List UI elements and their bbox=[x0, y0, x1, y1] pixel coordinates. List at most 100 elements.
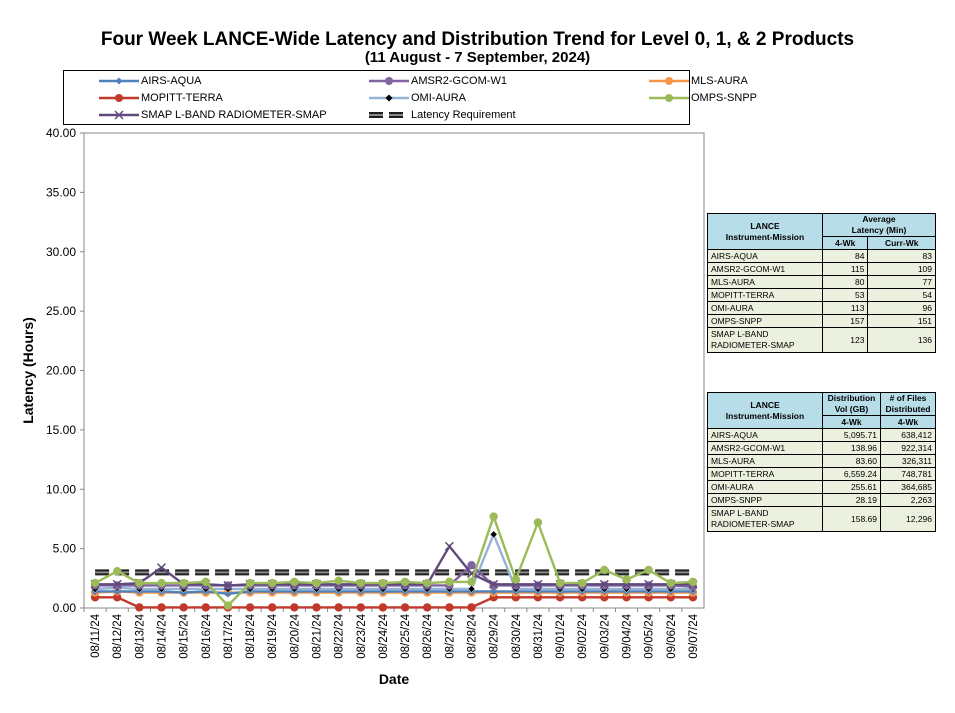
legend-label: Latency Requirement bbox=[411, 109, 516, 121]
data-point bbox=[533, 518, 543, 527]
latency-row-currwk: 54 bbox=[867, 288, 936, 302]
data-point bbox=[90, 578, 100, 588]
data-point bbox=[666, 578, 675, 588]
legend-symbol bbox=[99, 94, 139, 102]
data-point bbox=[533, 579, 543, 589]
distribution-table: LANCE Instrument-Mission Distribution Vo… bbox=[707, 392, 937, 532]
latency-row-currwk: 136 bbox=[867, 327, 936, 353]
data-point bbox=[223, 601, 233, 610]
series-line-smap-l-band-radiometer-smap bbox=[95, 544, 693, 587]
data-point bbox=[334, 603, 343, 612]
latency-row: OMI-AURA 113 96 bbox=[707, 301, 936, 315]
distribution-row: SMAP L-BAND RADIOMETER-SMAP 158.69 12,29… bbox=[707, 506, 937, 532]
x-tick-label: 08/22/24 bbox=[334, 613, 346, 658]
chart-legend: AIRS-AQUA AMSR2-GCOM-W1 MLS-AURA MOPITT-TER… bbox=[63, 70, 757, 125]
data-point bbox=[599, 579, 609, 589]
distribution-row-files: 922,314 bbox=[879, 441, 937, 455]
data-point bbox=[600, 565, 609, 575]
latency-row-currwk: 151 bbox=[867, 314, 936, 328]
data-point bbox=[445, 603, 454, 612]
x-tick-label: 08/17/24 bbox=[223, 613, 235, 658]
data-point bbox=[135, 603, 144, 612]
legend-symbol bbox=[649, 77, 689, 85]
legend-label: MOPITT-TERRA bbox=[141, 92, 223, 104]
legend-symbol bbox=[369, 94, 409, 102]
latency-row: OMPS-SNPP 157 151 bbox=[707, 314, 936, 328]
y-tick-label: 0.00 bbox=[53, 601, 77, 615]
distribution-row-name: MOPITT-TERRA bbox=[707, 467, 823, 481]
series-line-mopitt-terra bbox=[95, 596, 693, 609]
latency-header-average: Average Latency (Min) bbox=[822, 213, 936, 237]
latency-row-4wk: 115 bbox=[821, 262, 869, 276]
data-point bbox=[467, 585, 476, 593]
data-point bbox=[113, 566, 122, 576]
x-tick-label: 08/30/24 bbox=[511, 613, 523, 658]
x-tick-label: 08/19/24 bbox=[267, 613, 279, 658]
data-point bbox=[268, 603, 277, 612]
x-tick-label: 08/14/24 bbox=[157, 613, 169, 658]
distribution-row-volume: 138.96 bbox=[822, 441, 881, 455]
distribution-row-files: 326,311 bbox=[879, 454, 937, 468]
distribution-row-files: 12,296 bbox=[879, 506, 937, 532]
data-point bbox=[245, 603, 255, 612]
data-point bbox=[445, 577, 454, 587]
data-point bbox=[444, 541, 454, 551]
distribution-row-volume: 5,095.71 bbox=[822, 428, 881, 442]
distribution-row-volume: 255.61 bbox=[822, 480, 881, 494]
latency-row-name: OMI-AURA bbox=[707, 301, 823, 315]
data-point bbox=[334, 576, 343, 585]
latency-row: MLS-AURA 80 77 bbox=[707, 275, 936, 289]
x-tick-label: 08/29/24 bbox=[489, 613, 501, 658]
y-tick-label: 20.00 bbox=[46, 364, 76, 378]
distribution-row-volume: 158.69 bbox=[822, 506, 881, 532]
x-tick-label: 08/31/24 bbox=[533, 613, 545, 658]
distribution-row: OMPS-SNPP 28.19 2,263 bbox=[707, 493, 937, 507]
distribution-row-files: 638,412 bbox=[879, 428, 937, 442]
distribution-row-volume: 83.60 bbox=[822, 454, 881, 468]
legend-symbol bbox=[99, 77, 139, 85]
x-tick-label: 08/18/24 bbox=[245, 613, 257, 658]
y-tick-label: 35.00 bbox=[46, 185, 76, 199]
data-point bbox=[511, 575, 520, 584]
distribution-row-files: 364,685 bbox=[879, 480, 937, 494]
latency-row-4wk: 123 bbox=[821, 327, 869, 353]
data-point bbox=[423, 578, 432, 588]
data-point bbox=[268, 578, 277, 588]
x-tick-label: 08/25/24 bbox=[400, 613, 412, 658]
data-point bbox=[578, 578, 587, 588]
latency-row-name: OMPS-SNPP bbox=[707, 314, 823, 328]
distribution-row-name: AMSR2-GCOM-W1 bbox=[707, 441, 823, 455]
chart-title: Four Week LANCE-Wide Latency and Distrib… bbox=[100, 29, 855, 50]
x-tick-label: 09/04/24 bbox=[622, 613, 634, 658]
x-tick-label: 08/11/24 bbox=[90, 613, 102, 658]
data-point bbox=[245, 578, 255, 588]
data-point bbox=[224, 589, 232, 598]
latency-row-4wk: 84 bbox=[821, 249, 869, 263]
legend-label: OMPS-SNPP bbox=[691, 92, 758, 104]
latency-header-4wk: 4-Wk bbox=[821, 236, 869, 250]
chart-subtitle: (11 August - 7 September, 2024) bbox=[364, 49, 591, 66]
x-tick-label: 09/01/24 bbox=[555, 613, 567, 658]
legend-symbol bbox=[99, 110, 139, 120]
x-tick-label: 08/27/24 bbox=[444, 613, 456, 658]
x-tick-label: 08/12/24 bbox=[112, 613, 124, 658]
plot-area bbox=[83, 132, 705, 609]
y-tick-label: 30.00 bbox=[46, 245, 76, 259]
data-point bbox=[179, 578, 188, 588]
series-line-omi-aura bbox=[95, 531, 693, 591]
data-point bbox=[112, 579, 122, 589]
data-point bbox=[156, 563, 167, 573]
data-point bbox=[290, 603, 299, 612]
distribution-row-volume: 6,559.24 bbox=[822, 467, 881, 481]
data-point bbox=[555, 578, 565, 588]
data-point bbox=[688, 577, 698, 587]
distribution-row-name: SMAP L-BAND RADIOMETER-SMAP bbox=[707, 506, 823, 532]
latency-row-currwk: 77 bbox=[867, 275, 936, 289]
legend-label: AIRS-AQUA bbox=[141, 75, 202, 87]
y-tick-label: 25.00 bbox=[46, 304, 76, 318]
legend-label: AMSR2-GCOM-W1 bbox=[411, 75, 507, 87]
distribution-row: MLS-AURA 83.60 326,311 bbox=[707, 454, 937, 468]
distribution-header-volume: Distribution Vol (GB) bbox=[822, 392, 881, 416]
x-tick-label: 09/02/24 bbox=[577, 613, 589, 658]
